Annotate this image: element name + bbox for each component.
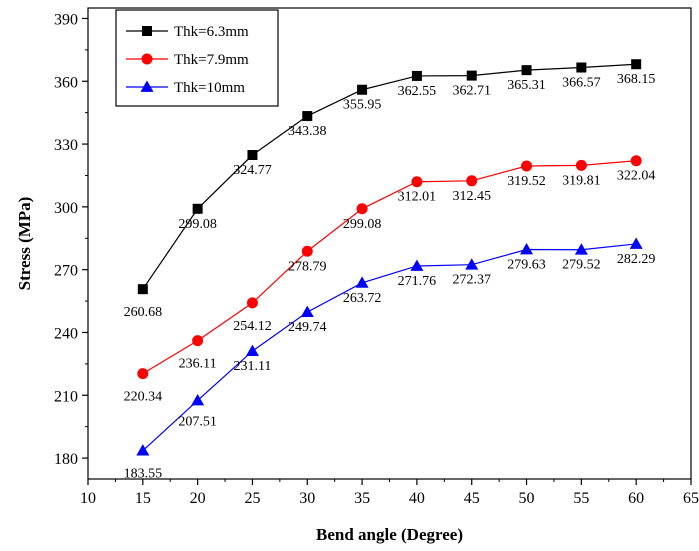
series-layer <box>136 59 643 456</box>
data-label: 279.52 <box>562 258 601 273</box>
legend-label: Thk=7.9mm <box>174 52 249 68</box>
data-point <box>521 65 532 76</box>
data-label: 220.34 <box>124 390 163 405</box>
data-label: 312.01 <box>398 190 437 205</box>
legend: Thk=6.3mm Thk=7.9mm Thk=10mm <box>115 9 279 107</box>
data-point <box>192 203 203 214</box>
y-tick-label: 390 <box>54 11 78 28</box>
series-line-1 <box>142 63 637 290</box>
data-point <box>520 243 534 255</box>
data-point <box>301 245 313 257</box>
data-label: 271.76 <box>398 274 437 289</box>
data-label: 312.45 <box>452 189 491 204</box>
data-label: 322.04 <box>617 169 656 184</box>
series-line-2 <box>142 160 637 375</box>
legend-marker <box>142 26 152 36</box>
data-label: 324.77 <box>233 163 272 178</box>
x-tick-label: 30 <box>299 490 315 507</box>
x-tick-label: 15 <box>135 490 151 507</box>
data-point <box>629 237 643 249</box>
data-point <box>575 159 587 171</box>
data-point <box>356 203 368 215</box>
data-label: 368.15 <box>617 72 656 87</box>
x-axis-title: Bend angle (Degree) <box>316 525 463 544</box>
x-tick-label: 60 <box>628 490 644 507</box>
data-label: 183.55 <box>124 467 163 482</box>
data-label: 319.52 <box>507 174 546 189</box>
data-point <box>411 176 423 188</box>
legend-marker <box>140 80 154 92</box>
data-label: 260.68 <box>124 305 163 320</box>
data-point <box>191 393 205 406</box>
data-point <box>137 368 149 380</box>
data-point <box>574 243 588 255</box>
data-label: 362.71 <box>452 84 491 99</box>
data-label: 236.11 <box>179 357 217 372</box>
y-tick-label: 210 <box>54 388 78 405</box>
data-point <box>136 444 150 456</box>
y-tick-label: 330 <box>54 137 78 154</box>
data-label: 355.95 <box>343 98 382 113</box>
data-label: 282.29 <box>617 252 656 267</box>
data-point <box>521 160 533 172</box>
data-label: 362.55 <box>398 84 437 99</box>
data-point <box>192 335 204 347</box>
data-label: 254.12 <box>233 319 272 334</box>
data-point <box>245 344 259 356</box>
data-label: 263.72 <box>343 291 382 306</box>
data-point <box>246 297 258 309</box>
data-label: 231.11 <box>233 359 271 374</box>
x-tick-label: 40 <box>409 490 425 507</box>
data-point <box>630 155 642 167</box>
x-tick-label: 35 <box>354 490 370 507</box>
data-label: 279.63 <box>507 258 546 273</box>
x-tick-label: 25 <box>244 490 260 507</box>
data-labels: 260.68 299.08 324.77 343.38 355.95 362.55 362.… <box>124 72 656 481</box>
y-axis-title: Stress (MPa) <box>15 197 34 291</box>
data-label: 299.08 <box>343 217 382 232</box>
data-point <box>302 111 313 122</box>
x-tick-label: 55 <box>573 490 589 507</box>
x-tick-label: 20 <box>190 490 206 507</box>
y-tick-label: 300 <box>54 200 78 217</box>
data-point <box>357 84 368 95</box>
data-label: 207.51 <box>178 414 217 429</box>
x-tick-label: 50 <box>519 490 535 507</box>
data-point <box>631 59 642 70</box>
data-point <box>465 258 479 270</box>
data-point <box>247 150 258 161</box>
y-tick-label: 360 <box>54 74 78 91</box>
x-tick-label: 65 <box>683 490 699 507</box>
data-label: 249.74 <box>288 320 327 335</box>
data-point <box>411 70 422 81</box>
data-label: 343.38 <box>288 124 327 139</box>
legend-marker <box>141 53 153 65</box>
x-tick-label: 45 <box>464 490 480 507</box>
data-label: 278.79 <box>288 259 327 274</box>
legend-label: Thk=6.3mm <box>174 24 249 40</box>
y-tick-label: 180 <box>54 451 78 468</box>
axes: 10 15 20 25 30 35 40 45 50 55 60 65 180 210 240 270 300 3… <box>54 7 699 507</box>
data-point <box>300 305 314 317</box>
data-label: 366.57 <box>562 76 601 91</box>
data-point <box>355 276 369 288</box>
data-point <box>137 284 148 295</box>
data-label: 365.31 <box>507 78 546 93</box>
data-point <box>466 175 478 187</box>
data-label: 299.08 <box>178 217 217 232</box>
y-tick-label: 270 <box>54 263 78 280</box>
data-point <box>410 259 424 271</box>
data-point <box>576 62 587 73</box>
series-line-3 <box>142 243 637 452</box>
y-tick-label: 240 <box>54 325 78 342</box>
data-label: 272.37 <box>452 273 491 288</box>
data-label: 319.81 <box>562 173 601 188</box>
x-tick-label: 10 <box>80 490 96 507</box>
data-point <box>466 70 477 81</box>
legend-label: Thk=10mm <box>174 80 245 96</box>
